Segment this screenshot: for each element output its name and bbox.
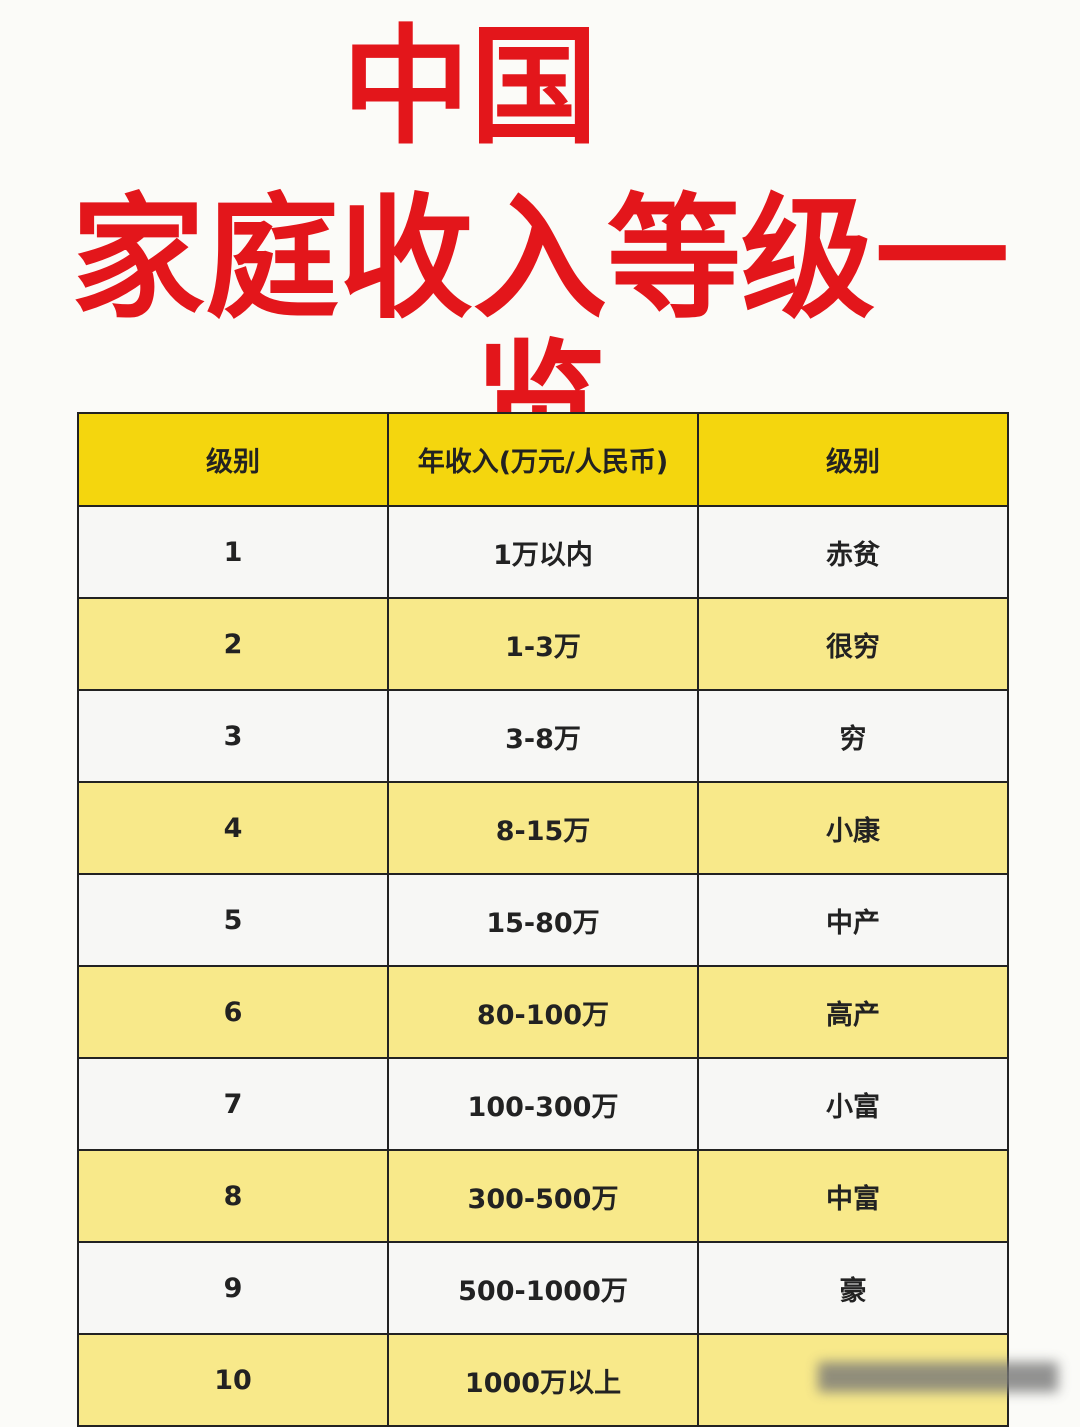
cell-income: 100-300万 [387,1057,699,1151]
cell-class: 小富 [697,1057,1009,1151]
cell-income: 80-100万 [387,965,699,1059]
table-row: 2 1-3万 很穷 [77,597,1009,691]
header-level: 级别 [77,412,389,507]
cell-level: 3 [77,689,389,783]
cell-income: 500-1000万 [387,1241,699,1335]
cell-class: 赤贫 [697,505,1009,599]
title-line-1: 中国 [341,13,598,162]
table-header-row: 级别 年收入(万元/人民币) 级别 [77,412,1009,507]
cell-income: 1-3万 [387,597,699,691]
watermark [818,1362,1058,1392]
income-level-table: 级别 年收入(万元/人民币) 级别 1 1万以内 赤贫 2 1-3万 很穷 3 3-8万穷 4 8… [77,412,1009,1427]
cell-level: 2 [77,597,389,691]
table-row: 9 500-1000万豪 [77,1241,1009,1335]
cell-level: 9 [77,1241,389,1335]
cell-class: 很穷 [697,597,1009,691]
cell-level: 10 [77,1333,389,1427]
table-row: 1 1万以内 赤贫 [77,505,1009,599]
cell-class: 小康 [697,781,1009,875]
table-row: 4 8-15万 小康 [77,781,1009,875]
table-row: 7 100-300万 小富 [77,1057,1009,1151]
header-class: 级别 [697,412,1009,507]
cell-class: 豪 [697,1241,1009,1335]
cell-level: 7 [77,1057,389,1151]
table-row: 6 80-100万 高产 [77,965,1009,1059]
cell-level: 4 [77,781,389,875]
table-row: 8 300-500万 中富 [77,1149,1009,1243]
cell-class: 中富 [697,1149,1009,1243]
cell-income: 15-80万 [387,873,699,967]
cell-class: 中产 [697,873,1009,967]
cell-level: 6 [77,965,389,1059]
cell-income: 1000万以上 [387,1333,699,1427]
cell-income: 8-15万 [387,781,699,875]
cell-class: 高产 [697,965,1009,1059]
cell-income: 300-500万 [387,1149,699,1243]
cell-level: 8 [77,1149,389,1243]
cell-income: 3-8万 [387,689,699,783]
cell-income: 1万以内 [387,505,699,599]
cell-level: 1 [77,505,389,599]
table-row: 5 15-80万 中产 [77,873,1009,967]
header-income: 年收入(万元/人民币) [387,412,699,507]
cell-class: 穷 [697,689,1009,783]
cell-level: 5 [77,873,389,967]
title-line-2: 家庭收入等级一览 [70,181,1009,483]
table-row: 3 3-8万穷 [77,689,1009,783]
